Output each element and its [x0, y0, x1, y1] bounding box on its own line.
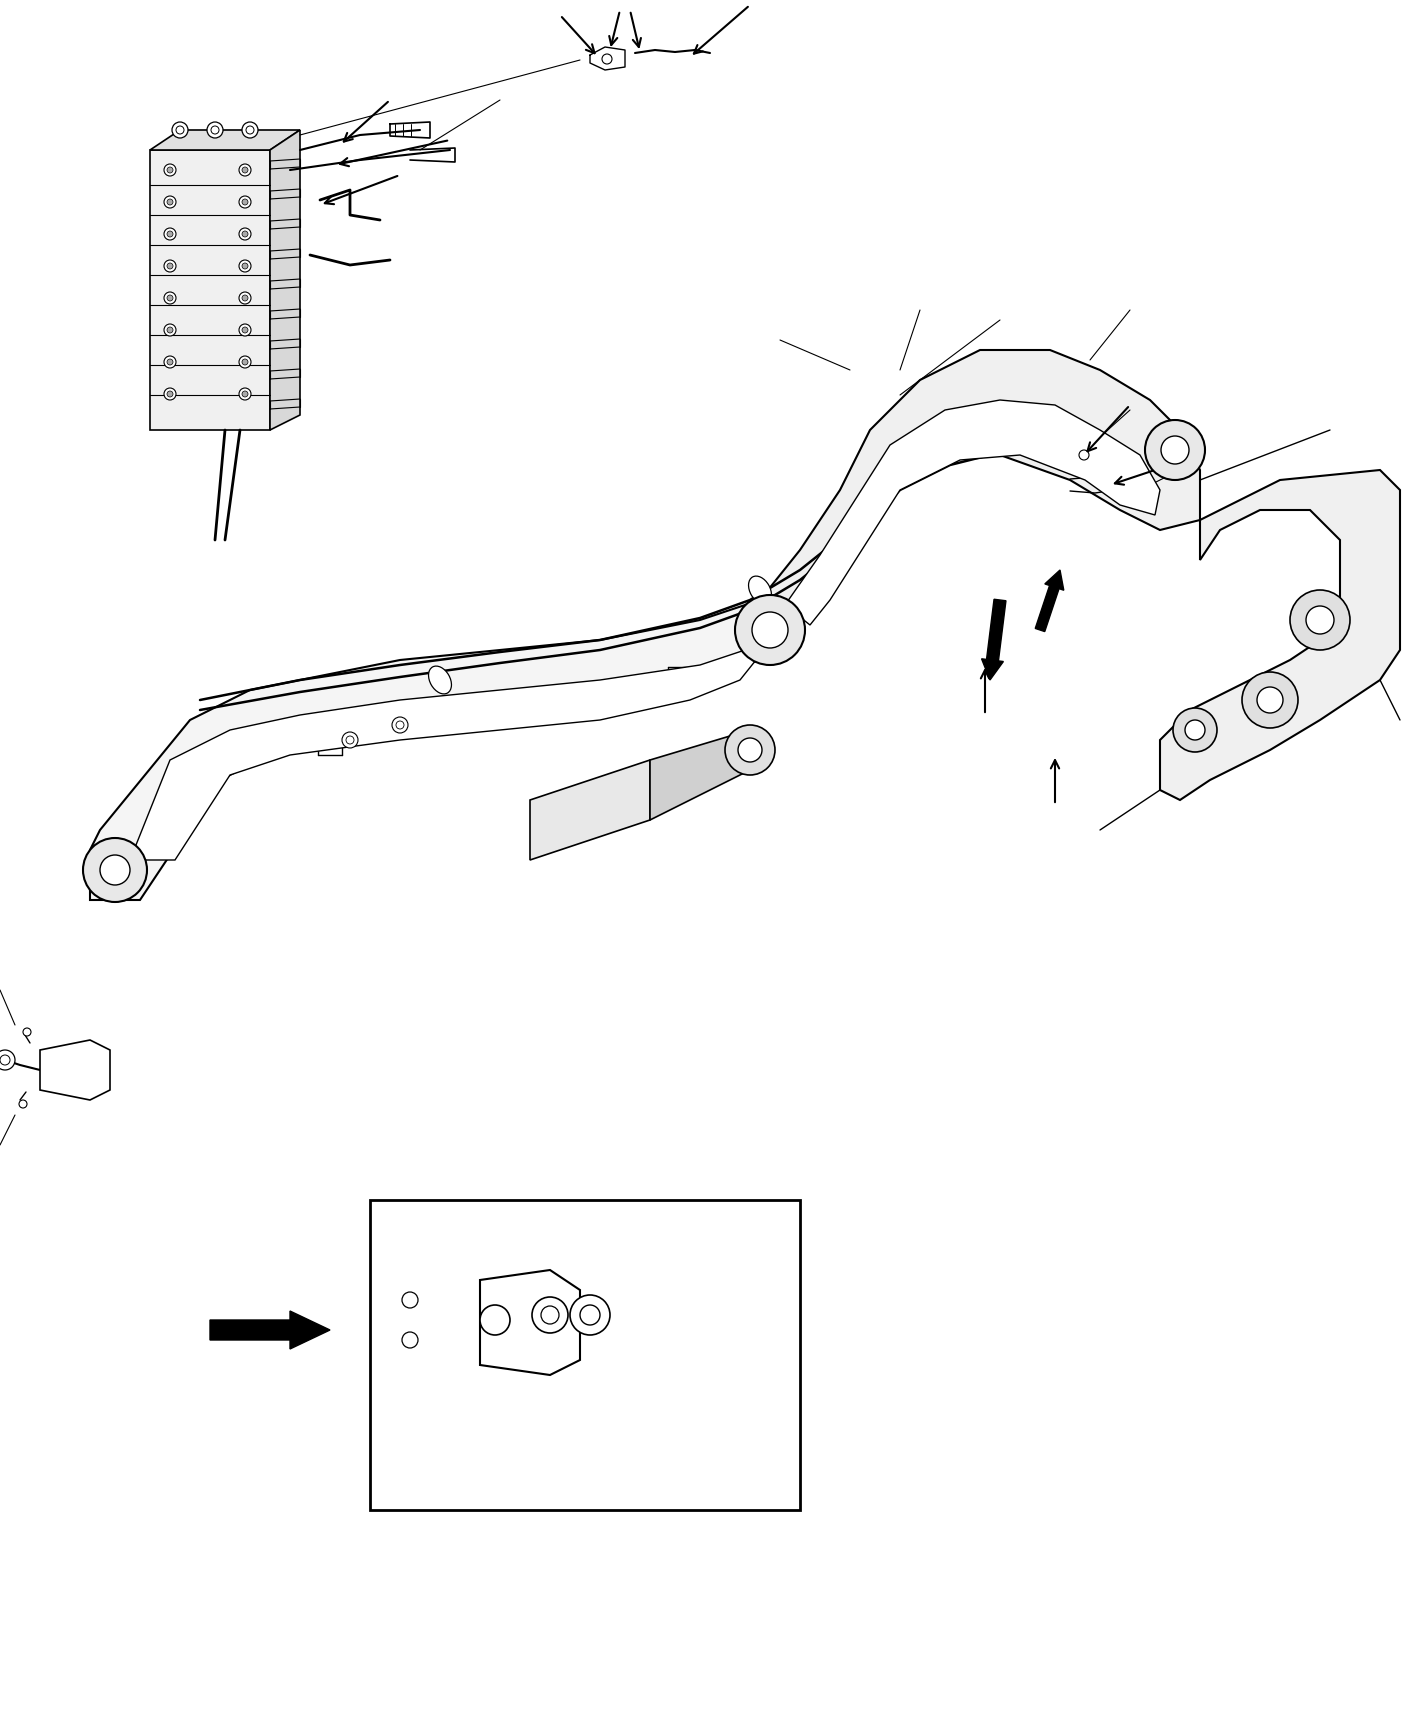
Circle shape: [243, 359, 248, 364]
Circle shape: [1173, 707, 1218, 753]
Circle shape: [580, 1306, 600, 1325]
Circle shape: [164, 388, 176, 401]
Circle shape: [176, 127, 183, 134]
Circle shape: [238, 196, 251, 208]
Circle shape: [570, 1295, 610, 1335]
Bar: [370, 1200, 800, 1510]
Circle shape: [725, 725, 775, 775]
Circle shape: [1242, 673, 1298, 728]
Circle shape: [164, 260, 176, 272]
Circle shape: [1257, 687, 1283, 713]
Circle shape: [243, 328, 248, 333]
Circle shape: [0, 1054, 10, 1065]
Circle shape: [392, 716, 408, 733]
Circle shape: [166, 359, 174, 364]
Circle shape: [738, 739, 762, 761]
Circle shape: [100, 855, 130, 884]
Circle shape: [166, 231, 174, 238]
Circle shape: [540, 1306, 559, 1325]
Circle shape: [1161, 435, 1189, 465]
Circle shape: [166, 295, 174, 302]
Circle shape: [243, 231, 248, 238]
Polygon shape: [785, 401, 1160, 624]
Circle shape: [166, 390, 174, 397]
Circle shape: [238, 355, 251, 368]
Polygon shape: [40, 1040, 110, 1099]
Circle shape: [243, 121, 258, 139]
Circle shape: [243, 295, 248, 302]
Circle shape: [90, 1059, 100, 1070]
Circle shape: [602, 54, 612, 64]
Circle shape: [752, 612, 787, 649]
Circle shape: [1290, 590, 1350, 650]
Ellipse shape: [429, 666, 452, 694]
Circle shape: [0, 1051, 16, 1070]
Circle shape: [23, 1028, 31, 1035]
Circle shape: [735, 595, 806, 666]
FancyArrow shape: [1036, 570, 1064, 631]
Polygon shape: [650, 730, 751, 820]
Circle shape: [402, 1332, 418, 1347]
Circle shape: [172, 121, 188, 139]
Circle shape: [212, 127, 219, 134]
Circle shape: [246, 127, 254, 134]
Circle shape: [166, 264, 174, 269]
Polygon shape: [1160, 470, 1400, 799]
Circle shape: [164, 165, 176, 175]
Polygon shape: [90, 600, 790, 900]
Circle shape: [238, 165, 251, 175]
Circle shape: [164, 355, 176, 368]
Circle shape: [83, 838, 147, 902]
Circle shape: [238, 324, 251, 336]
Polygon shape: [150, 130, 301, 151]
Circle shape: [243, 199, 248, 205]
Circle shape: [243, 390, 248, 397]
Circle shape: [164, 196, 176, 208]
Circle shape: [346, 735, 354, 744]
Circle shape: [42, 1061, 58, 1079]
Circle shape: [532, 1297, 569, 1333]
Circle shape: [18, 1099, 27, 1108]
Circle shape: [166, 166, 174, 173]
Circle shape: [435, 1380, 444, 1391]
FancyArrow shape: [982, 600, 1006, 680]
Circle shape: [238, 260, 251, 272]
Polygon shape: [761, 350, 1199, 661]
Circle shape: [1079, 451, 1089, 460]
Circle shape: [166, 199, 174, 205]
Circle shape: [166, 328, 174, 333]
Circle shape: [164, 227, 176, 239]
Circle shape: [238, 227, 251, 239]
Circle shape: [1307, 605, 1333, 635]
Circle shape: [238, 291, 251, 303]
Polygon shape: [150, 151, 270, 430]
Circle shape: [164, 324, 176, 336]
Circle shape: [85, 1054, 104, 1075]
Polygon shape: [130, 650, 761, 860]
Circle shape: [243, 264, 248, 269]
Polygon shape: [270, 130, 301, 430]
Circle shape: [1185, 720, 1205, 740]
Circle shape: [341, 732, 358, 747]
Circle shape: [207, 121, 223, 139]
Circle shape: [402, 1292, 418, 1307]
Polygon shape: [531, 759, 650, 860]
Circle shape: [1144, 420, 1205, 480]
Circle shape: [164, 291, 176, 303]
Polygon shape: [480, 1269, 580, 1375]
FancyArrow shape: [210, 1311, 330, 1349]
Circle shape: [396, 721, 404, 728]
Circle shape: [238, 388, 251, 401]
Circle shape: [243, 166, 248, 173]
Ellipse shape: [749, 576, 772, 603]
Circle shape: [480, 1306, 509, 1335]
